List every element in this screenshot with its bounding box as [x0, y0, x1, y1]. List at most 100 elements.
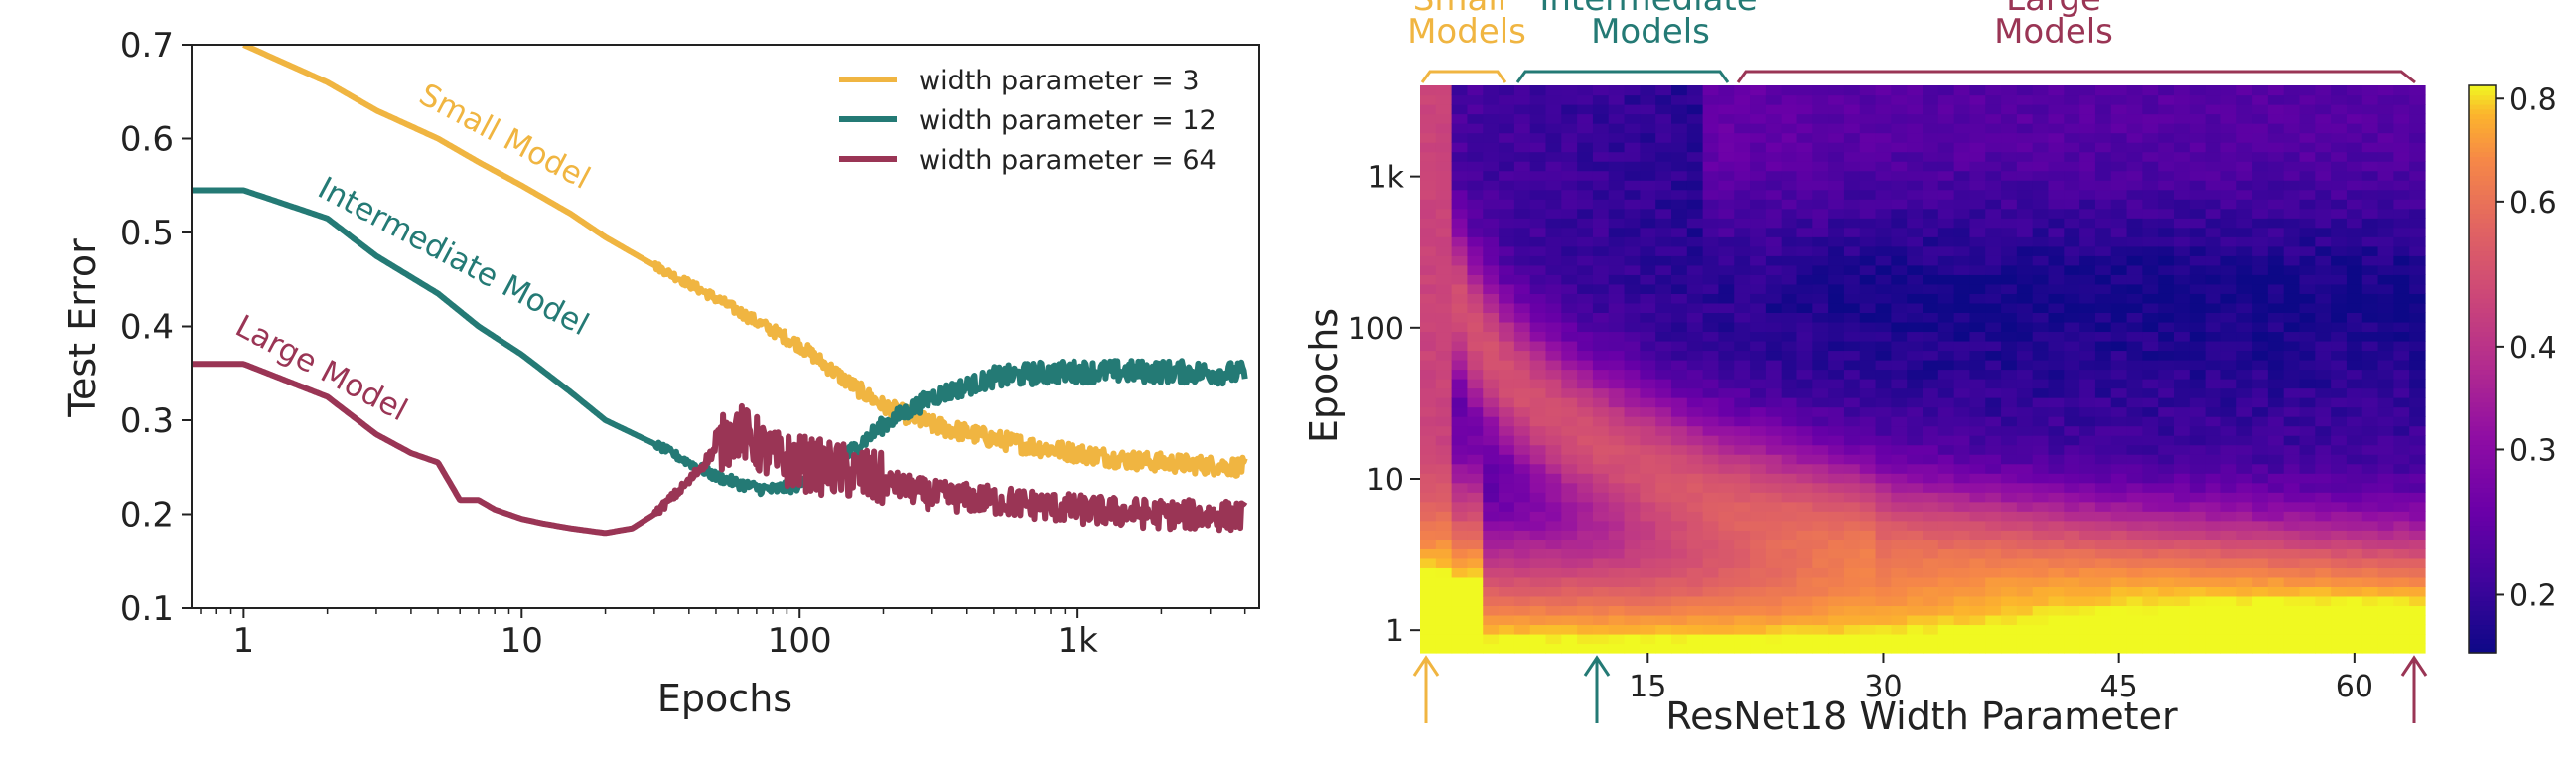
heatmap-cell	[2158, 379, 2175, 389]
heatmap-cell	[2064, 586, 2080, 597]
heatmap-cell	[1718, 473, 1735, 484]
heatmap-cell	[2016, 236, 2034, 247]
heatmap-cell	[1718, 501, 1735, 512]
heatmap-cell	[2315, 567, 2332, 578]
heatmap-cell	[2377, 586, 2394, 597]
heatmap-cell	[1875, 614, 1892, 626]
heatmap-cell	[1891, 264, 1908, 275]
heatmap-cell	[1608, 104, 1626, 115]
heatmap-cell	[1529, 633, 1547, 645]
heatmap-cell	[1923, 501, 1939, 512]
heatmap-cell	[1828, 170, 1845, 181]
heatmap-cell	[1624, 123, 1641, 134]
heatmap-cell	[1891, 605, 1908, 616]
heatmap-cell	[1859, 463, 1877, 474]
heatmap-cell	[2220, 595, 2237, 607]
heatmap-cell	[1435, 379, 1453, 389]
heatmap-cell	[2331, 359, 2348, 371]
heatmap-cell	[1907, 359, 1924, 371]
heatmap-cell	[2220, 633, 2237, 645]
heatmap-cell	[2189, 387, 2207, 398]
heatmap-cell	[1686, 530, 1704, 540]
heatmap-cell	[2283, 208, 2301, 219]
heatmap-cell	[1796, 85, 1813, 96]
heatmap-cell	[1592, 85, 1610, 96]
heatmap-cell	[1624, 113, 1641, 124]
heatmap-cell	[1671, 454, 1688, 465]
heatmap-cell	[1592, 416, 1610, 427]
heatmap-cell	[1513, 530, 1531, 540]
heatmap-cell	[1969, 321, 1986, 333]
heatmap-cell	[1686, 113, 1704, 124]
heatmap-cell	[2299, 520, 2316, 531]
heatmap-cell	[2409, 530, 2426, 540]
heatmap-cell	[2048, 208, 2065, 219]
heatmap-cell	[1859, 85, 1877, 96]
heatmap-cell	[1608, 567, 1626, 578]
heatmap-cell	[1671, 245, 1688, 256]
heatmap-cell	[1718, 274, 1735, 285]
heatmap-cell	[2048, 463, 2065, 474]
heatmap-cell	[1671, 614, 1688, 626]
heatmap-cell	[2220, 199, 2237, 210]
heatmap-cell	[1608, 312, 1626, 323]
heatmap-cell	[2001, 406, 2018, 417]
heatmap-cell	[2361, 85, 2379, 96]
heatmap-cell	[2079, 548, 2096, 559]
colorbar-segment	[2469, 255, 2496, 261]
heatmap-cell	[1891, 530, 1908, 540]
heatmap-cell	[2252, 586, 2269, 597]
heatmap-cell	[2016, 293, 2034, 304]
heatmap-cell	[2409, 548, 2426, 559]
heatmap-cell	[1923, 492, 1939, 503]
heatmap-cell	[1937, 161, 1955, 172]
heatmap-cell	[1765, 406, 1783, 417]
heatmap-cell	[2315, 264, 2332, 275]
heatmap-cell	[1420, 511, 1437, 522]
heatmap-cell	[2409, 406, 2426, 417]
heatmap-cell	[1545, 359, 1562, 371]
heatmap-cell	[1592, 255, 1610, 266]
heatmap-cell	[1561, 245, 1578, 256]
heatmap-cell	[1483, 492, 1500, 503]
heatmap-cell	[1420, 245, 1437, 256]
heatmap-cell	[1529, 189, 1547, 200]
heatmap-cell	[2361, 425, 2379, 436]
colorbar-segment	[2469, 184, 2496, 191]
heatmap-cell	[1781, 331, 1798, 342]
colorbar-segment	[2469, 535, 2496, 540]
heatmap-cell	[1985, 161, 2002, 172]
heatmap-cell	[2048, 132, 2065, 143]
heatmap-cell	[2016, 227, 2034, 237]
heatmap-cell	[2236, 482, 2253, 493]
heatmap-cell	[2142, 425, 2159, 436]
heatmap-cell	[2315, 643, 2332, 654]
heatmap-cell	[1718, 482, 1735, 493]
heatmap-cell	[2236, 435, 2253, 446]
heatmap-cell	[1796, 113, 1813, 124]
heatmap-cell	[2079, 539, 2096, 549]
heatmap-cell	[1702, 605, 1720, 616]
region-bracket-large	[1736, 70, 2416, 84]
heatmap-cell	[2299, 132, 2316, 143]
heatmap-cell	[1891, 397, 1908, 408]
heatmap-cell	[1750, 142, 1767, 153]
heatmap-cell	[1985, 586, 2002, 597]
heatmap-cell	[1781, 492, 1798, 503]
heatmap-cell	[1577, 586, 1594, 597]
heatmap-cell	[2361, 633, 2379, 645]
heatmap-cell	[1671, 416, 1688, 427]
heatmap-cell	[1624, 539, 1641, 549]
heatmap-cell	[2142, 321, 2159, 333]
heatmap-cell	[1750, 567, 1767, 578]
heatmap-cell	[2361, 359, 2379, 371]
heatmap-cell	[2126, 482, 2143, 493]
heatmap-cell	[1577, 170, 1594, 181]
heatmap-cell	[1969, 624, 1986, 635]
heatmap-cell	[1734, 520, 1751, 531]
heatmap-cell	[1608, 492, 1626, 503]
heatmap-cell	[1875, 255, 1892, 266]
heatmap-cell	[1953, 387, 1971, 398]
heatmap-cell	[1781, 227, 1798, 237]
